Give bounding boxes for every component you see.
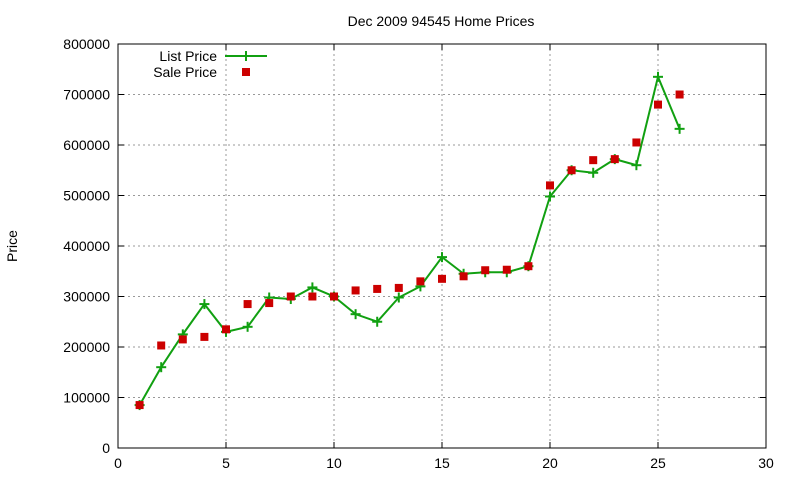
sale-price-point [265,299,274,308]
sale-price-point [438,274,446,283]
series-layer [134,71,685,411]
sale-price-point [178,335,187,344]
y-tick-label: 700000 [63,87,110,103]
sale-price-point [481,266,490,275]
x-tick-label: 0 [114,455,122,471]
sale-price-point [308,292,317,301]
sale-price-point [675,90,684,99]
legend-square [242,68,250,76]
list-price-point [372,316,383,327]
y-tick-label: 100000 [63,390,110,406]
y-tick-label: 300000 [63,289,110,305]
sale-price-point [567,166,576,175]
sale-price-point [632,138,641,147]
legend-label: Sale Price [153,64,217,80]
y-tick-label: 600000 [63,137,110,153]
list-price-point [588,167,599,178]
list-price-point [674,123,685,134]
y-axis-label: Price [4,230,20,262]
sale-price-point [222,325,230,334]
list-price-point [307,282,318,293]
sale-price-point [610,155,619,164]
sale-price-point [330,292,338,301]
list-price-point [437,252,447,263]
sale-price-point [286,292,295,301]
grid [118,44,766,448]
y-tick-label: 500000 [63,188,110,204]
list-price-point [350,309,361,320]
sale-price-point [589,156,598,165]
sale-price-point [135,401,144,410]
y-tick-label: 200000 [63,339,110,355]
sale-price-point [200,332,209,341]
list-price-point [545,191,555,202]
sale-price-point [243,300,252,309]
list-price-point [393,292,404,303]
x-tick-label: 20 [542,455,558,471]
axis-ticks: 0 5 10 15 20 25 30 0 100000 200000 300000 400000 500… [63,36,774,471]
list-price-point [631,160,642,171]
x-tick-label: 10 [326,455,342,471]
list-price-point [199,299,210,310]
x-tick-label: 5 [222,455,230,471]
chart-title: Dec 2009 94545 Home Prices [348,13,535,29]
sale-price-point [546,181,554,190]
sale-price-point [394,283,403,292]
sale-price-point [351,286,360,295]
sale-price-point [373,284,382,293]
sale-price-point [416,277,425,286]
list-price-point [242,321,253,332]
y-tick-label: 0 [102,440,110,456]
list-price-line [138,73,681,406]
list-price-point [156,362,167,373]
y-tick-label: 400000 [63,238,110,254]
sale-price-point [654,100,662,109]
list-price-point [653,71,663,82]
x-tick-label: 25 [650,455,666,471]
x-tick-label: 30 [758,455,774,471]
sale-price-point [459,272,468,281]
legend-label: List Price [159,48,217,64]
sale-price-point [157,341,166,350]
y-tick-label: 800000 [63,36,110,52]
x-tick-label: 15 [434,455,450,471]
sale-price-point [524,262,533,271]
sale-price-point [502,265,511,274]
